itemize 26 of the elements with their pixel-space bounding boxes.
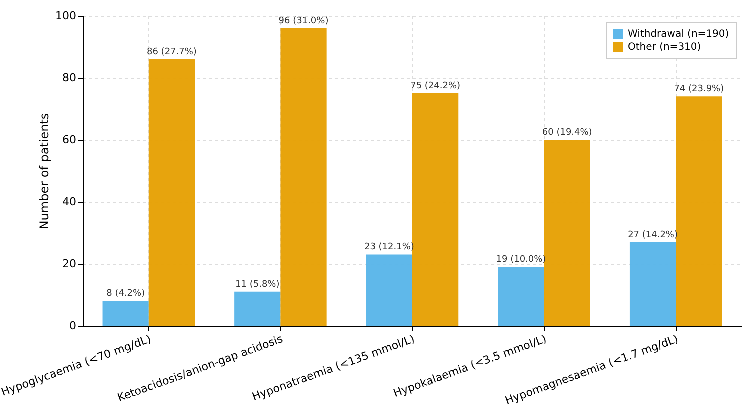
y-tick-label: 100	[56, 10, 76, 22]
bar	[630, 242, 676, 326]
bar	[366, 254, 412, 326]
bar	[676, 96, 722, 326]
y-tick-label: 20	[62, 258, 76, 270]
data-label: 11 (5.8%)	[236, 280, 280, 290]
data-label: 86 (27.7%)	[146, 47, 197, 58]
data-label: 75 (24.2%)	[410, 82, 461, 92]
y-tick-label: 60	[62, 134, 76, 146]
bar	[280, 28, 327, 326]
legend-label: Other (n=310)	[628, 42, 702, 53]
data-label: 8 (4.2%)	[106, 289, 146, 300]
y-tick-label: 0	[70, 320, 76, 332]
bar	[102, 301, 149, 326]
y-axis-title: Number of patients	[38, 113, 52, 230]
bar	[544, 140, 590, 326]
y-tick-label: 80	[62, 72, 76, 84]
data-label: 74 (23.9%)	[674, 84, 724, 95]
bar	[234, 292, 281, 326]
bar	[498, 267, 544, 326]
data-label: 96 (31.0%)	[278, 16, 329, 26]
legend-label: Withdrawal (n=190)	[628, 29, 730, 40]
bar	[148, 59, 196, 326]
y-tick-label: 40	[62, 196, 76, 208]
data-label: 60 (19.4%)	[542, 128, 592, 138]
bar	[412, 94, 459, 326]
